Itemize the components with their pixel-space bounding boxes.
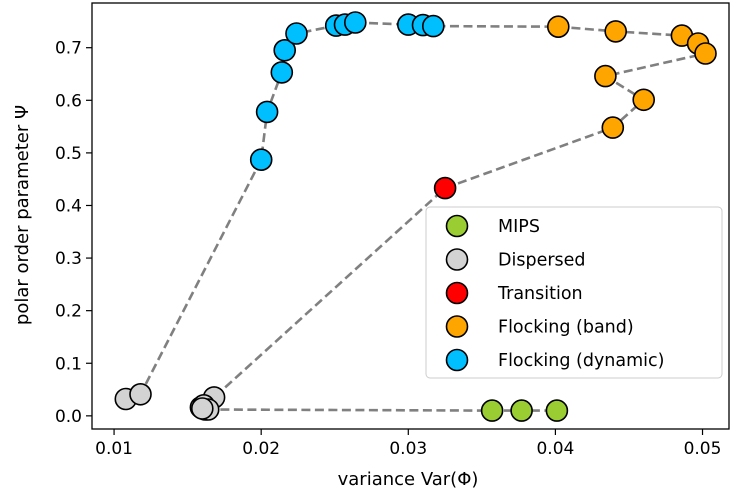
x-tick-label: 0.02 xyxy=(242,439,280,459)
data-point-flocking-band-1 xyxy=(604,20,628,43)
y-tick-label: 0.0 xyxy=(55,407,82,427)
y-tick-label: 0.1 xyxy=(55,354,82,374)
data-point-flocking-band-4 xyxy=(694,42,717,65)
legend-marker xyxy=(445,248,469,271)
legend-label: Flocking (dynamic) xyxy=(498,351,664,371)
x-tick-label: 0.01 xyxy=(95,439,133,459)
data-point-dispersed-7 xyxy=(191,397,214,420)
data-point-mips-2 xyxy=(545,399,569,422)
legend: MIPS Dispersed Transition Flocking (band) Fl… xyxy=(425,206,723,379)
data-point-flocking-dynamic-1 xyxy=(255,100,279,124)
data-point-flocking-dynamic-4 xyxy=(285,22,308,45)
data-point-flocking-dynamic-10 xyxy=(421,14,445,38)
data-point-mips-1 xyxy=(510,399,533,422)
legend-label: MIPS xyxy=(498,217,540,237)
data-point-flocking-dynamic-7 xyxy=(343,11,367,34)
data-point-flocking-dynamic-3 xyxy=(273,38,297,62)
data-point-flocking-band-7 xyxy=(601,116,625,139)
plot-frame xyxy=(91,2,730,430)
x-tick-label: 0.04 xyxy=(536,439,574,459)
y-axis-label: polar order parameter Ψ xyxy=(12,105,33,325)
legend-marker xyxy=(445,281,469,305)
y-tick-label: 0.3 xyxy=(55,249,82,269)
x-tick-label: 0.05 xyxy=(684,439,722,459)
legend-marker xyxy=(445,348,469,372)
legend-marker xyxy=(445,214,469,238)
data-point-flocking-band-6 xyxy=(632,88,656,112)
data-point-flocking-dynamic-2 xyxy=(270,61,294,84)
y-tick-label: 0.7 xyxy=(55,39,82,59)
legend-marker xyxy=(445,315,469,338)
legend-box xyxy=(425,206,723,379)
data-point-dispersed-1 xyxy=(129,382,152,406)
y-tick-label: 0.6 xyxy=(55,91,82,111)
data-point-mips-0 xyxy=(480,399,504,422)
x-tick-label: 0.03 xyxy=(389,439,427,459)
data-point-flocking-band-0 xyxy=(546,15,570,39)
y-tick-label: 0.2 xyxy=(55,302,82,322)
legend-label: Dispersed xyxy=(498,251,586,271)
data-point-transition-0 xyxy=(433,176,457,200)
legend-label: Transition xyxy=(497,284,583,304)
axes: 0.01 0.02 0.03 0.04 0.05 0.0 0.1 0.2 0.3 0.4 0.5 0.… xyxy=(55,2,730,459)
y-tick-label: 0.4 xyxy=(55,196,82,216)
plot-area xyxy=(114,11,717,422)
x-axis-label: variance Var(Φ) xyxy=(338,469,479,490)
legend-label: Flocking (band) xyxy=(498,318,634,338)
data-point-flocking-dynamic-0 xyxy=(249,148,273,171)
data-point-flocking-band-5 xyxy=(594,64,617,88)
y-tick-label: 0.5 xyxy=(55,144,82,164)
